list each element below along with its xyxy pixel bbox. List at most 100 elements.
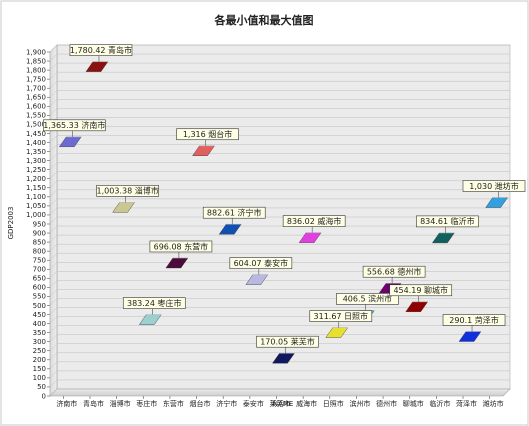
gridline-side [49,289,58,297]
gridline-side [49,253,58,261]
data-label: 1,030 潍坊市 [469,181,518,191]
data-label-box [282,215,346,227]
data-label-box [149,240,213,253]
gridline-side [49,207,58,216]
data-label-box [96,185,159,197]
gridline-side [49,62,58,71]
data-label-box [202,206,266,219]
x-tick-label: 烟台市 [190,399,211,408]
y-tick-label: 450 [33,311,46,319]
x-tick-label: 临沂市 [429,399,450,408]
gridline-side [49,198,58,207]
gridline-side [49,343,58,351]
x-tick-label: 滨州市 [349,399,370,408]
gridline-side [49,189,58,198]
y-tick-label: 1,200 [26,175,46,183]
x-tick-label: 菏泽市 [456,399,477,408]
data-label-box [389,284,453,297]
y-tick-label: 0 [42,392,46,400]
gridline-side [49,71,58,80]
y-tick-label: 1,800 [26,66,46,74]
data-label: 1,780.42 青岛市 [70,45,132,55]
y-tick-label: 1,650 [26,94,46,102]
gridline-side [49,216,58,225]
data-label: 454.19 聊城市 [393,285,448,295]
gridline-side [49,298,58,306]
gridline-side [49,280,58,288]
data-label: 290.1 菏泽市 [449,315,498,325]
gridline-side [49,388,58,397]
chart-title: 各最小值和最大值图 [214,13,314,27]
data-label-box [176,128,239,141]
gridline-side [49,370,58,379]
gridline-side [49,379,58,388]
data-label-box [229,257,293,269]
gridline-side [49,162,58,170]
gridline-side [49,153,58,161]
gridline-side [49,90,58,98]
x-tick-label: 莱芜市 [270,399,291,408]
gridline-side [49,334,58,342]
x-axis-label: NAME [273,400,294,408]
y-tick-label: 1,100 [26,193,46,201]
y-tick-label: 150 [33,365,46,373]
gridline-side [49,81,58,89]
y-tick-label: 750 [33,257,46,265]
data-label-box [416,215,479,228]
data-label-box [462,180,526,192]
gridline-side [49,316,58,324]
y-tick-label: 1,700 [26,85,46,93]
y-tick-label: 1,350 [26,148,46,156]
y-tick-label: 1,150 [26,184,46,192]
y-tick-label: 850 [33,238,46,246]
y-tick-label: 1,550 [26,112,46,120]
data-label: 383.24 枣庄市 [127,298,182,308]
x-tick-label: 青岛市 [83,399,104,408]
y-tick-label: 1,300 [26,157,46,165]
y-tick-label: 1,250 [26,166,46,174]
data-label: 696.08 东营市 [154,241,209,251]
data-label-box [362,265,426,278]
gridline-side [49,135,58,143]
y-tick-label: 650 [33,275,46,283]
gridline-side [49,171,58,179]
y-tick-label: 200 [33,356,46,364]
gridline-side [49,53,58,62]
x-tick-label: 日照市 [323,399,344,408]
gridline-side [49,180,58,188]
y-axis-label: GDP2003 [7,207,15,240]
data-label: 1,365.33 济南市 [43,120,105,130]
y-tick-label: 1,500 [26,121,46,129]
data-label: 170.05 莱芜市 [260,337,315,347]
x-tick-label: 枣庄市 [136,399,157,408]
gridline-side [49,307,58,315]
data-label: 311.67 日照市 [314,311,369,321]
y-tick-label: 1,600 [26,103,46,111]
gridline-side [49,271,58,279]
data-label-box [442,314,506,326]
y-tick-label: 500 [33,302,46,310]
y-tick-label: 1,750 [26,75,46,83]
x-tick-label: 泰安市 [243,399,264,408]
y-tick-label: 950 [33,220,46,228]
data-label-box [43,119,106,132]
y-tick-label: 250 [33,347,46,355]
y-tick-label: 1,850 [26,57,46,65]
y-tick-label: 300 [33,338,46,346]
data-label: 1,316 烟台市 [183,129,232,139]
gridline-side [49,262,58,270]
data-label: 406.5 滨州市 [343,294,392,304]
x-tick-label: 潍坊市 [483,399,504,408]
data-label-box [69,44,133,56]
y-tick-label: 350 [33,329,46,337]
gridline-side [49,325,58,333]
y-tick-label: 50 [37,383,46,391]
y-tick-label: 100 [33,374,46,382]
x-tick-label: 淄博市 [110,399,131,408]
y-tick-label: 550 [33,293,46,301]
data-label-box [336,293,399,305]
x-tick-label: 德州市 [376,399,397,408]
y-tick-label: 1,050 [26,202,46,210]
